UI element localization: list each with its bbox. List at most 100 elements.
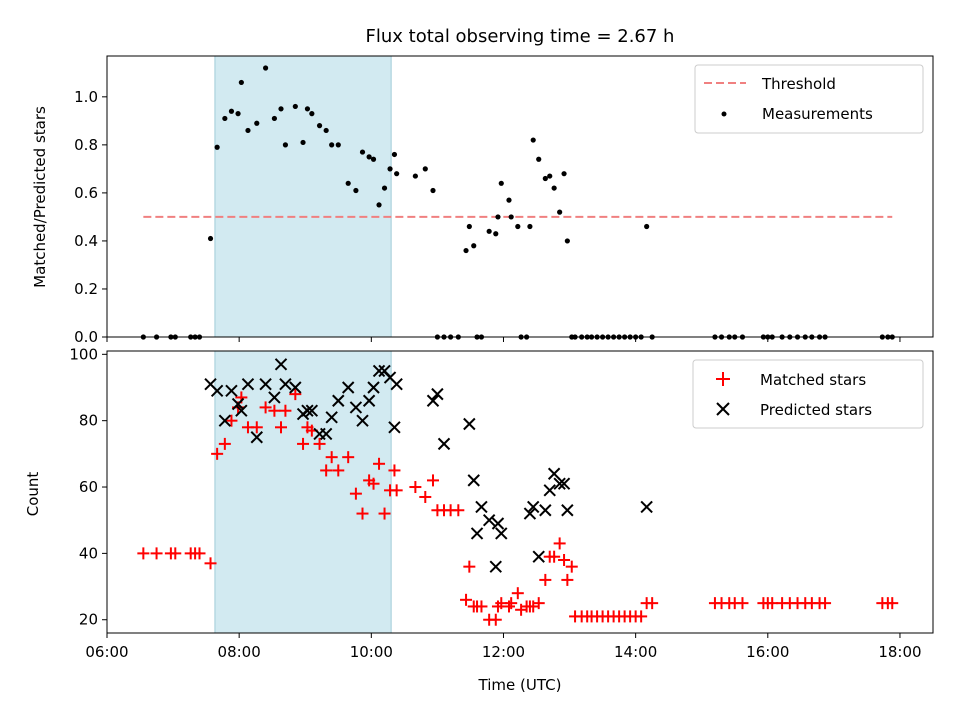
predicted-star-point [640, 500, 653, 514]
predicted-stars-points [204, 358, 653, 573]
y-tick-label: 0.8 [74, 136, 98, 154]
matched-star-point [325, 451, 338, 464]
y-tick-label: 100 [69, 345, 98, 363]
legend-matched-label: Matched stars [760, 371, 866, 389]
measurement-point [471, 243, 477, 249]
measurement-point [391, 151, 398, 158]
y-tick-label: 0.4 [74, 232, 98, 250]
predicted-star-point [543, 484, 556, 497]
predicted-star-point [561, 504, 574, 517]
measurement-point [515, 223, 521, 230]
predicted-star-point [527, 500, 540, 514]
legend-predicted-swatch [716, 402, 730, 416]
measurement-point [222, 115, 228, 122]
measurement-point [486, 228, 492, 234]
matched-star-point [204, 557, 217, 570]
predicted-star-point [463, 417, 476, 431]
measurement-point [323, 127, 329, 134]
measurement-point [644, 223, 650, 230]
predicted-star-point [274, 358, 288, 371]
measurement-point [262, 65, 269, 71]
predicted-star-point [495, 527, 508, 540]
matched-star-point [373, 457, 386, 470]
measurement-point [304, 106, 311, 112]
measurement-point [412, 173, 418, 179]
predicted-star-point [390, 377, 403, 391]
matched-star-point [250, 421, 263, 434]
y-tick-label: 1.0 [74, 88, 98, 106]
measurement-point [245, 127, 251, 134]
matched-star-point [505, 597, 518, 610]
legend-predicted-label: Predicted stars [760, 401, 872, 419]
predicted-star-point [225, 384, 238, 398]
measurement-point [551, 185, 557, 191]
matched-star-point [539, 573, 552, 586]
measurement-point [300, 139, 306, 146]
bottom-legend-box [692, 359, 924, 429]
measurement-point [381, 185, 388, 191]
matched-star-point [259, 401, 272, 414]
matched-star-point [558, 554, 571, 567]
predicted-star-point [289, 381, 302, 394]
measurement-point [561, 171, 567, 177]
measurement-point [329, 142, 335, 148]
predicted-star-point [388, 421, 401, 434]
measurement-point [564, 238, 570, 244]
observing-span-top [214, 55, 392, 338]
predicted-star-point [231, 397, 245, 411]
predicted-star-point [268, 391, 281, 404]
measurement-point [508, 214, 514, 220]
measurement-point [254, 120, 260, 126]
matched-star-point [419, 490, 432, 503]
bottom-plot-frame [106, 350, 934, 634]
predicted-star-point [218, 414, 232, 427]
y-tick-label: 80 [79, 412, 98, 430]
matched-star-point [332, 464, 345, 477]
matched-star-point [463, 560, 476, 573]
measurement-point [498, 180, 504, 186]
measurement-point [495, 214, 501, 220]
measurement-point [527, 223, 533, 230]
predicted-star-point [349, 401, 363, 414]
measurement-point [309, 111, 315, 117]
matched-star-point [320, 464, 333, 477]
matched-star-point [511, 587, 524, 600]
x-tick-label: 06:00 [85, 643, 128, 661]
matched-star-point [289, 388, 302, 401]
predicted-star-point [539, 504, 552, 517]
matched-star-point [489, 613, 502, 626]
matched-star-point [356, 507, 369, 520]
top-y-axis: 0.0 0.2 0.4 0.6 0.8 1.0 [74, 88, 107, 346]
predicted-star-point [332, 394, 345, 407]
matched-star-point [736, 597, 749, 610]
chart-title: Flux total observing time = 2.67 h [366, 26, 675, 47]
x-tick-label: 08:00 [218, 643, 261, 661]
y-tick-label: 0.2 [74, 280, 98, 298]
predicted-star-point [325, 411, 338, 424]
measurement-point [542, 175, 548, 182]
measurement-point [335, 142, 341, 148]
x-tick-label: 12:00 [482, 643, 525, 661]
bottom-y-axis-label: Count [24, 472, 42, 517]
matched-star-point [313, 437, 326, 450]
legend-measurements-swatch [721, 111, 727, 117]
matched-star-point [137, 547, 150, 560]
legend-measurements-label: Measurements [762, 105, 873, 123]
predicted-star-point [210, 384, 224, 398]
matched-star-point [388, 464, 401, 477]
measurement-point [235, 111, 241, 117]
predicted-star-point [489, 560, 502, 573]
predicted-star-point [305, 404, 319, 417]
y-tick-label: 20 [79, 611, 98, 629]
matched-star-point [886, 597, 899, 610]
measurement-point [387, 166, 393, 172]
measurement-point [282, 142, 289, 148]
measurement-point [493, 231, 499, 237]
matched-star-point [390, 484, 403, 497]
measurement-point [316, 123, 323, 129]
matched-star-point [532, 597, 545, 610]
matched-star-point [367, 477, 380, 490]
predicted-star-point [547, 467, 561, 480]
matched-star-point [225, 414, 238, 427]
